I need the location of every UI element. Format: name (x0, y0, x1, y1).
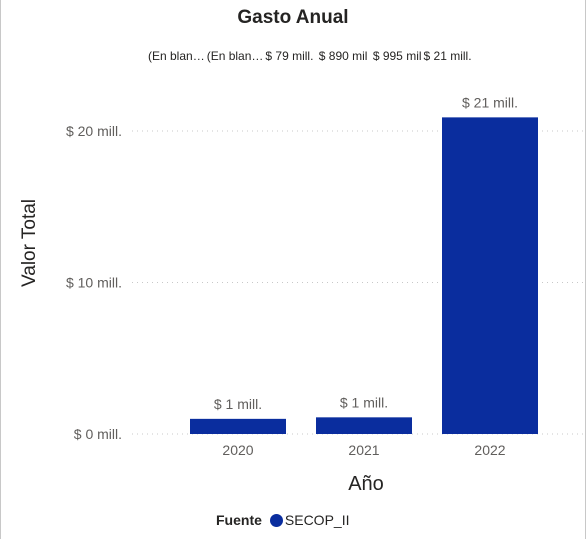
top-label-strip: (En blan… (En blan… $ 79 mill. $ 890 mil $… (148, 49, 474, 63)
bar-data-label: $ 1 mill. (214, 396, 262, 412)
chart-title: Gasto Anual (237, 7, 349, 28)
bar (316, 417, 412, 434)
top-label: $ 79 mill. (265, 49, 314, 63)
y-tick-label: $ 0 mill. (74, 426, 122, 442)
bar (442, 117, 538, 435)
x-tick-label: 2022 (474, 442, 505, 458)
y-tick-label: $ 20 mill. (66, 123, 122, 139)
legend-swatch (269, 513, 283, 527)
top-label: $ 890 mil (318, 49, 368, 63)
top-label: (En blan… (206, 49, 264, 63)
y-axis-label: Valor Total (19, 199, 40, 287)
y-axis-ticks: $ 0 mill. $ 10 mill. $ 20 mill. (66, 123, 122, 442)
bars (190, 117, 538, 435)
legend-title: Fuente (216, 512, 262, 528)
x-axis-label: Año (348, 473, 384, 495)
legend: Fuente SECOP_II (216, 512, 349, 528)
bar-data-labels: $ 1 mill. $ 1 mill. $ 21 mill. (214, 94, 518, 411)
legend-entry: SECOP_II (284, 512, 350, 528)
x-axis-ticks: 2020 2021 2022 (222, 442, 505, 458)
top-label: $ 995 mil (372, 49, 422, 63)
top-label: (En blan… (148, 49, 205, 63)
y-tick-label: $ 10 mill. (66, 275, 122, 291)
top-label: $ 21 mill. (423, 49, 472, 63)
bar-data-label: $ 1 mill. (340, 394, 388, 410)
bar (190, 418, 286, 434)
bar-data-label: $ 21 mill. (462, 94, 518, 110)
x-tick-label: 2020 (222, 442, 253, 458)
x-tick-label: 2021 (348, 442, 379, 458)
